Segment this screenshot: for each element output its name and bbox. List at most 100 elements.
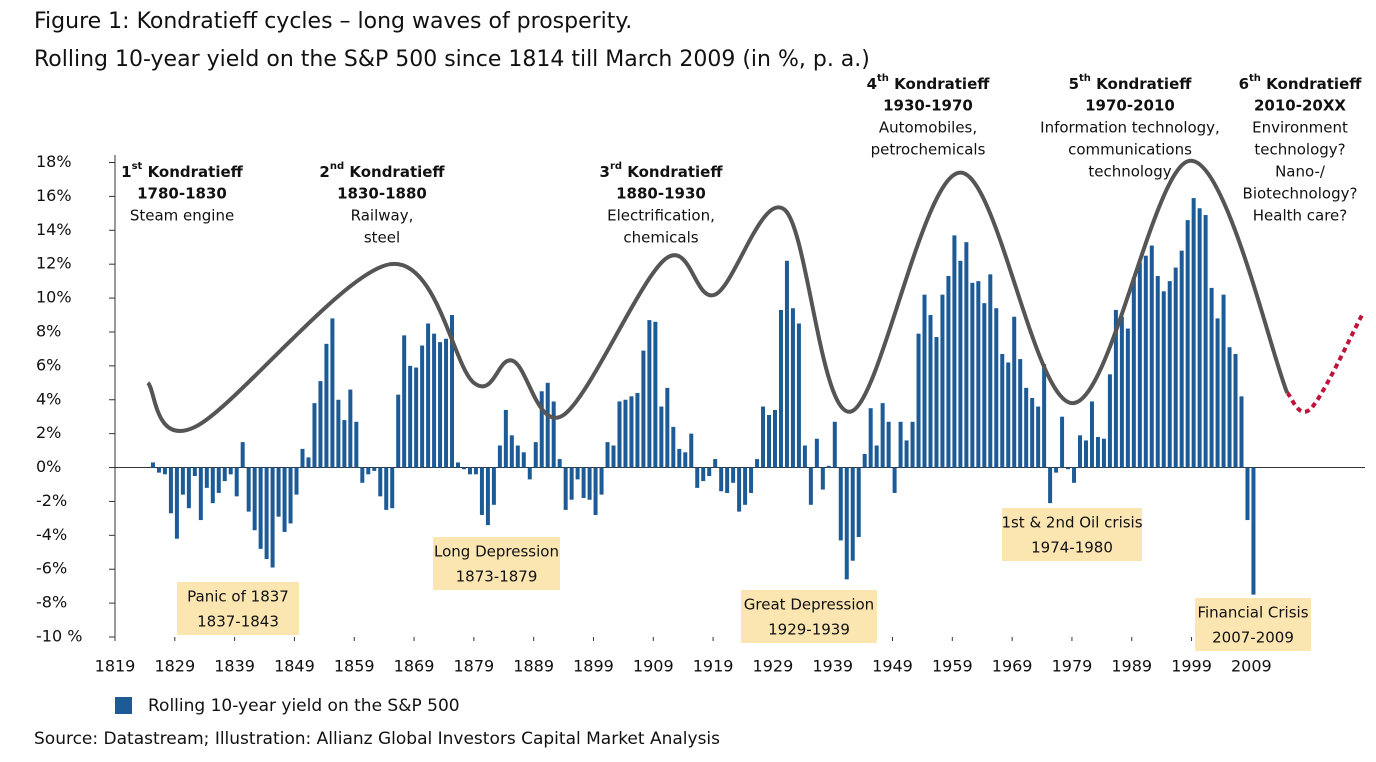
bar xyxy=(390,467,395,509)
bar xyxy=(150,462,155,468)
crisis-period: 2007-2009 xyxy=(1212,629,1294,647)
bar xyxy=(473,467,478,475)
bar xyxy=(246,467,251,512)
bar xyxy=(479,467,484,515)
bar xyxy=(467,467,472,475)
y-tick-label: -2% xyxy=(36,491,67,510)
y-tick-label: -8% xyxy=(36,593,67,612)
bar xyxy=(557,459,562,468)
bar xyxy=(1233,353,1238,468)
bar xyxy=(569,467,574,500)
x-tick-label: 1969 xyxy=(992,657,1033,676)
bar xyxy=(701,467,706,482)
x-tick-label: 1919 xyxy=(693,657,734,676)
bar xyxy=(772,409,777,468)
crisis-period: 1837-1843 xyxy=(197,613,279,631)
bar xyxy=(671,426,676,468)
bar xyxy=(432,333,437,468)
bar xyxy=(970,282,975,468)
bar xyxy=(868,408,873,468)
era-title-text: Kondratieff xyxy=(889,75,990,93)
bar xyxy=(515,445,520,468)
era-description: steel xyxy=(364,229,400,247)
bar xyxy=(180,467,185,495)
bar xyxy=(790,308,795,468)
crisis-name: Great Depression xyxy=(744,596,874,614)
bar xyxy=(725,467,730,493)
era-ordinal: 3 xyxy=(600,163,610,181)
bar xyxy=(372,467,377,471)
bar xyxy=(384,467,389,510)
y-tick-label: 12% xyxy=(36,254,72,273)
y-tick-label: 4% xyxy=(36,389,61,408)
bar xyxy=(288,467,293,524)
bar xyxy=(342,420,347,468)
bar xyxy=(904,440,909,468)
bar xyxy=(886,421,891,468)
y-tick-label: 8% xyxy=(36,321,61,340)
era-description: communications xyxy=(1068,141,1192,159)
era-suffix: th xyxy=(1079,73,1091,84)
crisis-box xyxy=(1195,598,1311,651)
era-suffix: rd xyxy=(610,161,622,172)
bar xyxy=(228,467,233,475)
bar xyxy=(491,467,496,505)
crisis-period: 1873-1879 xyxy=(456,568,538,586)
bar xyxy=(276,467,281,517)
bar xyxy=(1083,440,1088,468)
era-description: technology? xyxy=(1254,141,1345,159)
bar xyxy=(198,467,203,521)
era-suffix: nd xyxy=(330,161,344,172)
bar xyxy=(767,415,772,468)
era-title-text: Kondratieff xyxy=(344,163,445,181)
era-description: Biotechnology? xyxy=(1243,185,1358,203)
era-title-text: Kondratieff xyxy=(622,163,723,181)
bar xyxy=(737,467,742,512)
era-period: 1830-1880 xyxy=(337,185,427,203)
bar xyxy=(1149,245,1154,468)
bar xyxy=(641,350,646,468)
bar xyxy=(922,294,927,468)
bar xyxy=(1137,262,1142,468)
bar xyxy=(940,294,945,468)
bar xyxy=(192,467,197,477)
era-period: 1780-1830 xyxy=(137,185,227,203)
bar xyxy=(850,467,855,561)
era-ordinal: 5 xyxy=(1069,75,1079,93)
bar xyxy=(611,445,616,468)
bar xyxy=(653,321,658,468)
era-description: petrochemicals xyxy=(871,141,986,159)
era-title: 4th Kondratieff xyxy=(867,73,991,93)
bar xyxy=(677,448,682,468)
bar xyxy=(533,442,538,468)
bar xyxy=(324,343,329,468)
bar xyxy=(1042,364,1047,468)
x-tick-label: 1849 xyxy=(274,657,315,676)
x-tick-label: 1829 xyxy=(154,657,195,676)
bar xyxy=(820,467,825,490)
bar xyxy=(838,467,843,541)
y-tick-label: 6% xyxy=(36,355,61,374)
bar xyxy=(994,308,999,468)
bar xyxy=(450,315,455,468)
bar xyxy=(916,333,921,468)
bar xyxy=(312,403,317,468)
bar xyxy=(581,467,586,499)
bar xyxy=(910,421,915,468)
bar xyxy=(617,401,622,468)
bar xyxy=(1048,467,1053,504)
bar xyxy=(1030,398,1035,468)
x-tick-label: 1889 xyxy=(513,657,554,676)
chart-subtitle: Rolling 10-year yield on the S&P 500 sin… xyxy=(34,47,870,72)
bar xyxy=(1095,437,1100,468)
crisis-box xyxy=(433,537,560,590)
bar xyxy=(1209,287,1214,468)
bar xyxy=(623,399,628,468)
bar xyxy=(988,274,993,468)
y-tick-label: -10 % xyxy=(36,627,82,646)
bar xyxy=(210,467,215,504)
bar xyxy=(174,467,179,539)
bar xyxy=(336,399,341,468)
bar xyxy=(892,467,897,493)
